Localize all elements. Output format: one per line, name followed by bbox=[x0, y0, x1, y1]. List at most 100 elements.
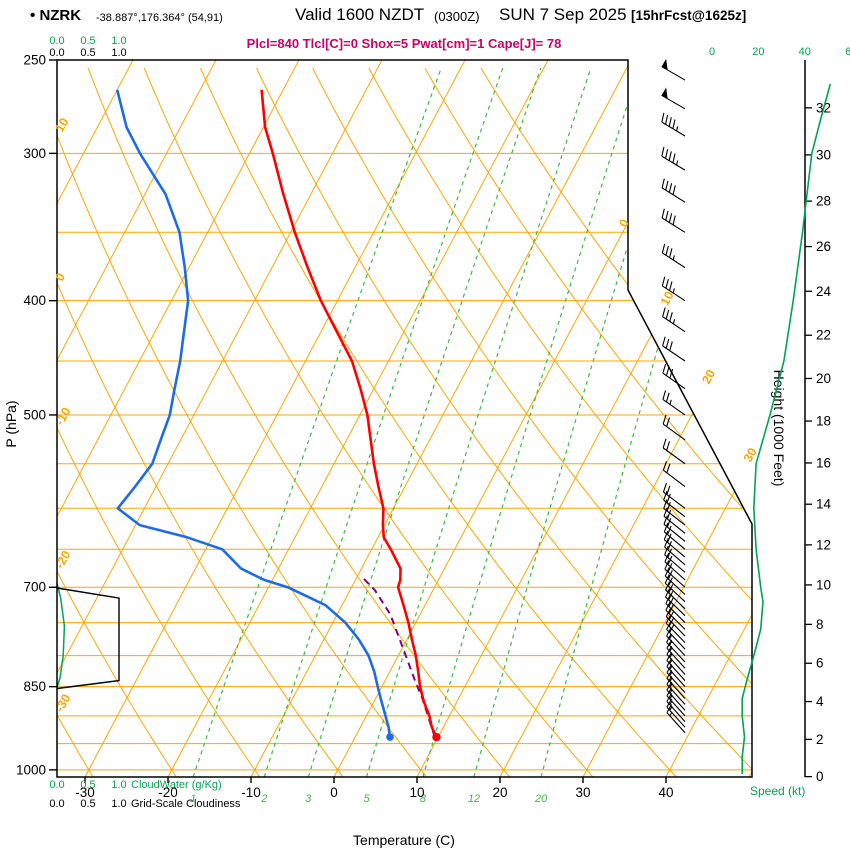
barb-full bbox=[661, 276, 666, 287]
barb-full bbox=[667, 563, 673, 573]
temp-tick-label: 20 bbox=[492, 785, 507, 800]
barb-full bbox=[668, 597, 674, 607]
wind-barb bbox=[666, 620, 686, 650]
barb-full bbox=[661, 112, 665, 123]
barb-full bbox=[664, 538, 669, 548]
station-coords: -38.887°,176.364° (54,91) bbox=[96, 12, 223, 24]
height-tick-label: 14 bbox=[816, 497, 832, 512]
barb-staff bbox=[662, 399, 686, 416]
barb-staff bbox=[666, 695, 686, 717]
barb-full bbox=[672, 153, 676, 164]
wind-barb bbox=[662, 390, 686, 416]
height-tick-label: 22 bbox=[816, 328, 831, 343]
temp-tick-label: -20 bbox=[158, 785, 178, 800]
temperature-curve bbox=[260, 89, 438, 738]
barb-staff bbox=[663, 508, 686, 526]
barb-half bbox=[669, 640, 673, 646]
barb-full bbox=[672, 215, 676, 225]
barb-full bbox=[668, 611, 675, 620]
barb-full bbox=[666, 704, 673, 713]
barb-half bbox=[669, 677, 673, 682]
wind-barb bbox=[664, 545, 686, 573]
barb-staff bbox=[665, 589, 686, 610]
station-title: • NZRK bbox=[30, 7, 81, 24]
dry-adiabat-line bbox=[256, 67, 752, 777]
barb-staff bbox=[661, 155, 686, 171]
barb-full bbox=[665, 366, 670, 376]
mixing-ratio-line bbox=[365, 67, 592, 777]
barb-half bbox=[669, 634, 673, 640]
wind-barb bbox=[661, 178, 686, 203]
wind-barb bbox=[665, 601, 686, 630]
barb-full bbox=[667, 570, 673, 580]
barb-staff bbox=[662, 252, 686, 269]
barb-flag bbox=[661, 58, 668, 71]
barb-full bbox=[666, 501, 671, 512]
barb-full bbox=[665, 339, 670, 349]
forecast-step: [15hrFcst@1625z] bbox=[631, 8, 747, 23]
pressure-tick-label: 700 bbox=[23, 580, 46, 595]
wind-barb bbox=[664, 574, 686, 603]
barb-full bbox=[666, 441, 671, 451]
temp-axis-title: Temperature (C) bbox=[353, 832, 455, 848]
height-tick-label: 6 bbox=[816, 656, 824, 671]
barb-full bbox=[666, 698, 673, 708]
wind-barb bbox=[662, 438, 686, 465]
dry-adiabat-line bbox=[57, 67, 427, 777]
barb-full bbox=[668, 151, 672, 161]
isotherm-label: 20 bbox=[699, 367, 718, 386]
dry-adiabat-line bbox=[143, 67, 594, 777]
cloudwater-curve bbox=[56, 583, 66, 689]
wind-barb bbox=[661, 146, 686, 171]
barb-half bbox=[672, 319, 676, 324]
wind-barb bbox=[661, 276, 686, 302]
barb-full bbox=[665, 588, 671, 598]
wind-barb bbox=[665, 594, 686, 623]
barb-half bbox=[669, 694, 673, 700]
barb-full bbox=[665, 607, 672, 617]
barb-staff bbox=[662, 316, 686, 333]
wind-barb bbox=[663, 522, 686, 550]
barb-full bbox=[667, 533, 672, 543]
barb-full bbox=[666, 509, 672, 520]
barb-full bbox=[666, 417, 671, 427]
barb-half bbox=[672, 255, 675, 261]
dry-adiabat-line bbox=[368, 67, 752, 777]
barb-staff bbox=[663, 539, 686, 558]
barb-full bbox=[666, 669, 673, 679]
cloudwater-scale-bottom: 0.0 bbox=[49, 779, 64, 791]
isotherm-line bbox=[167, 60, 549, 777]
wind-barb bbox=[666, 627, 686, 656]
barb-full bbox=[664, 552, 670, 563]
wind-barb bbox=[666, 664, 686, 694]
barb-staff bbox=[661, 121, 686, 137]
wind-barb bbox=[663, 507, 686, 534]
barb-full bbox=[667, 525, 672, 535]
height-tick-label: 4 bbox=[816, 694, 824, 709]
barb-staff bbox=[661, 187, 686, 203]
wind-barb bbox=[666, 639, 686, 669]
isotherm-line bbox=[665, 60, 752, 777]
barb-staff bbox=[662, 423, 686, 441]
wind-barb bbox=[663, 499, 686, 526]
barb-staff bbox=[666, 712, 686, 734]
barb-full bbox=[665, 114, 669, 125]
valid-date: SUN 7 Sep 2025 bbox=[499, 5, 627, 24]
barb-staff bbox=[665, 616, 686, 637]
barb-staff bbox=[663, 469, 686, 487]
height-tick-label: 30 bbox=[816, 147, 831, 162]
height-tick-label: 2 bbox=[816, 732, 824, 747]
wind-barb bbox=[662, 336, 686, 362]
wind-barb bbox=[666, 652, 686, 681]
height-tick-label: 18 bbox=[816, 414, 831, 429]
barb-full bbox=[666, 517, 672, 528]
wind-barb bbox=[665, 614, 686, 644]
dry-adiabat-line bbox=[480, 67, 752, 777]
mixing-ratio-line bbox=[192, 67, 442, 777]
pressure-tick-label: 500 bbox=[23, 407, 46, 422]
speed-scale-label: 0 bbox=[709, 46, 715, 58]
wind-barb bbox=[665, 588, 686, 617]
barb-half bbox=[669, 711, 673, 717]
barb-full bbox=[668, 213, 673, 223]
